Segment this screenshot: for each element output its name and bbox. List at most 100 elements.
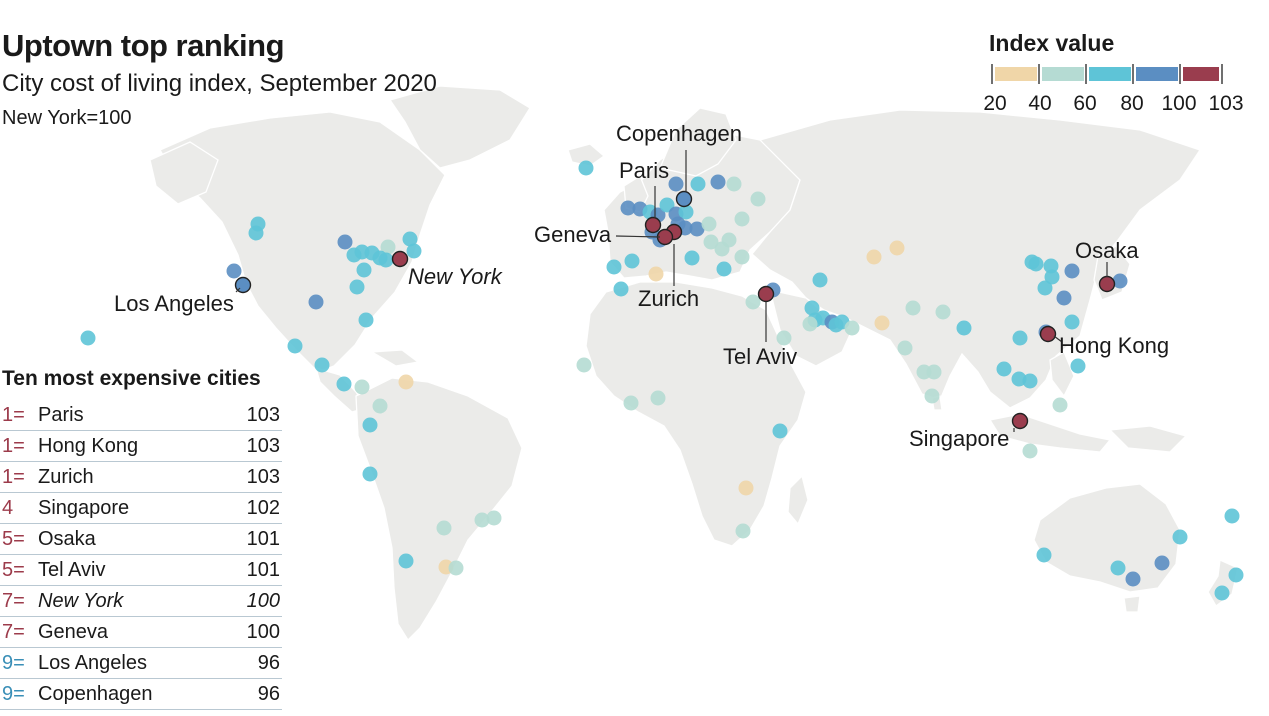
value-cell: 100 [224,585,282,617]
rank-cell: 5= [0,523,38,555]
table-row: 1= Paris 103 [0,400,282,431]
city-cell: Tel Aviv [38,554,225,586]
city-dot [1154,555,1170,571]
rank-cell: 1= [0,430,38,462]
city-dot [866,249,882,265]
city-dot [1052,397,1068,413]
map-label-osaka: Osaka [1075,238,1139,263]
city-dot [436,520,452,536]
page-subtitle: City cost of living index, September 202… [2,70,437,97]
table-title: Ten most expensive cities [2,367,261,390]
city-dot [606,259,622,275]
city-dot [362,417,378,433]
city-dot [406,243,422,259]
city-dot [354,379,370,395]
city-dot [690,176,706,192]
city-dot [1028,256,1044,272]
city-dot [1043,258,1059,274]
city-dot [1064,263,1080,279]
city-dot [1125,571,1141,587]
city-dot [624,253,640,269]
map-label-singapore: Singapore [909,426,1010,451]
landmass-philippines [1049,351,1075,398]
city-dot [750,191,766,207]
city-dot [1214,585,1230,601]
leader-line [615,235,661,238]
value-cell: 96 [224,647,282,679]
label-leaders [235,150,1108,432]
city-dot [1228,567,1244,583]
city-dot [226,263,242,279]
city-dot [956,320,972,336]
city-cell: Osaka [38,523,225,555]
table-row: 1= Zurich 103 [0,461,282,493]
landmass-north-america [159,111,446,373]
map-label-geneva: Geneva [534,222,612,247]
highlight-city-dot [757,285,775,303]
city-cell: Geneva [38,616,225,648]
city-dot [735,523,751,539]
city-dot [726,176,742,192]
value-cell: 96 [224,678,282,710]
value-cell: 103 [224,400,282,431]
legend-swatch-40-60 [1042,67,1084,81]
value-cell: 102 [224,492,282,524]
legend-tick-label: 80 [1120,92,1144,115]
city-dot [358,312,374,328]
city-dot [721,232,737,248]
city-dot [996,361,1012,377]
city-dot [1022,443,1038,459]
city-dot [308,294,324,310]
city-dot [349,279,365,295]
city-dot [1070,358,1086,374]
city-dot [1056,290,1072,306]
highlight-city-dot [1011,412,1029,430]
landmass-africa [585,281,807,547]
city-dot [745,294,761,310]
city-dot [356,262,372,278]
city-dot [372,250,388,266]
landmass-tasmania [1123,595,1141,613]
landmass-greenland [388,85,531,169]
highlight-city-dot [1039,325,1057,343]
city-dot [1022,373,1038,389]
city-dot [905,300,921,316]
table-row: 7= New York 100 [0,585,282,617]
landmass-scandinavia [659,107,737,177]
city-dot [613,281,629,297]
city-dot [689,221,705,237]
table-row: 7= Geneva 100 [0,616,282,648]
city-dot [935,304,951,320]
city-dot [844,320,860,336]
city-dot [802,316,818,332]
city-dot [314,357,330,373]
city-dot [380,239,396,255]
rank-cell: 4 [0,492,38,524]
city-dot [772,423,788,439]
table-row: 9= Los Angeles 96 [0,647,282,679]
city-cell: Paris [38,400,225,431]
city-dot [650,390,666,406]
legend-tick-label: 103 [1208,92,1244,115]
city-cell: Copenhagen [38,678,225,710]
city-dot [287,338,303,354]
rank-cell: 9= [0,647,38,679]
city-dot [1224,508,1240,524]
city-dot [402,231,418,247]
city-dot [684,250,700,266]
city-dot [648,266,664,282]
city-dot [362,466,378,482]
city-dot [668,176,684,192]
city-dot [576,357,592,373]
city-dot [623,395,639,411]
city-dot [248,225,264,241]
city-dot [372,398,388,414]
city-dot [897,340,913,356]
table-row: 4 Singapore 102 [0,492,282,524]
legend-tick-label: 100 [1161,92,1197,115]
highlight-city-dot [391,250,409,268]
value-cell: 101 [224,523,282,555]
map-label-paris: Paris [619,158,670,183]
